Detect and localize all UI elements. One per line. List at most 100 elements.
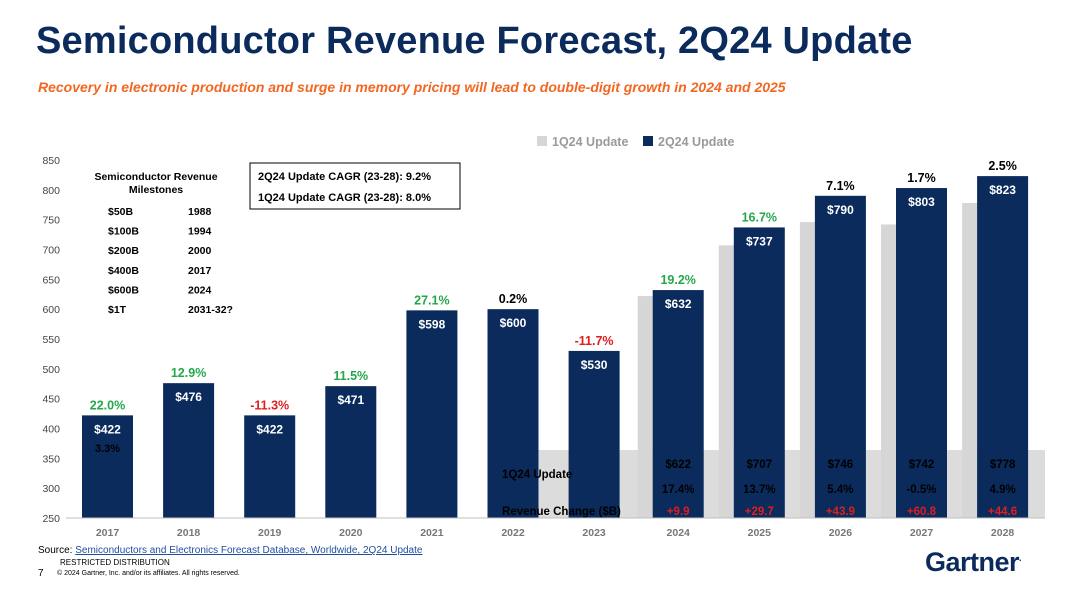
milestones-title: Semiconductor Revenue <box>94 171 217 183</box>
milestone-year: 2000 <box>188 245 212 257</box>
bar-value-label: $790 <box>827 203 854 217</box>
growth-label: 12.9% <box>171 366 206 380</box>
y-tick-label: 300 <box>42 483 60 495</box>
milestone-amount: $100B <box>108 226 139 238</box>
growth-label: 2.5% <box>988 159 1017 173</box>
table-change: +9.9 <box>667 506 690 518</box>
bar-2q24-2019 <box>244 415 296 518</box>
bar-value-label: $823 <box>989 183 1016 197</box>
growth-label: 0.2% <box>499 292 528 306</box>
table-change: +60.8 <box>907 506 937 518</box>
bar-value-label: $471 <box>337 393 364 407</box>
legend-swatch-2q24 <box>643 136 653 146</box>
y-tick-label: 400 <box>42 424 60 436</box>
logo-text: Gartner <box>925 547 1020 577</box>
y-tick-label: 850 <box>42 155 60 167</box>
bar-value-label: $632 <box>665 297 692 311</box>
extra-growth-label: 3.3% <box>95 443 120 455</box>
bar-value-label: $476 <box>175 390 202 404</box>
legend-label-2q24: 2Q24 Update <box>658 135 734 149</box>
bar-2q24-2018 <box>163 383 215 518</box>
table-growth: 5.4% <box>827 484 853 496</box>
bar-2q24-2017 <box>82 415 133 518</box>
bar-value-label: $803 <box>908 195 935 209</box>
milestones-title: Milestones <box>129 184 183 196</box>
x-tick-label: 2020 <box>339 527 363 539</box>
table-growth: 4.9% <box>989 484 1015 496</box>
bar-2q24-2024 <box>652 290 704 518</box>
y-tick-label: 250 <box>42 513 60 525</box>
cagr-box <box>249 162 461 210</box>
growth-label: 11.5% <box>333 369 368 383</box>
bar-value-label: $422 <box>94 422 121 436</box>
bar-value-label: $598 <box>419 317 446 331</box>
bar-value-label: $530 <box>581 358 608 372</box>
x-tick-label: 2017 <box>96 527 120 539</box>
logo-dot: . <box>1019 553 1022 563</box>
copyright-note: © 2024 Gartner, Inc. and/or its affiliat… <box>57 570 240 577</box>
table-value: $707 <box>747 459 773 471</box>
source-note: Source: Semiconductors and Electronics F… <box>38 545 422 556</box>
milestone-year: 1994 <box>188 226 212 238</box>
milestone-amount: $200B <box>108 245 139 257</box>
x-tick-label: 2022 <box>501 527 525 539</box>
page-title: Semiconductor Revenue Forecast, 2Q24 Upd… <box>36 20 913 62</box>
growth-label: -11.7% <box>575 334 614 348</box>
milestone-amount: $400B <box>108 265 139 277</box>
bar-value-label: $422 <box>256 422 283 436</box>
legend-label-1q24: 1Q24 Update <box>552 135 628 149</box>
source-link[interactable]: Semiconductors and Electronics Forecast … <box>75 545 423 556</box>
table-change: +44.6 <box>988 506 1017 518</box>
y-tick-label: 750 <box>42 215 60 227</box>
milestone-year: 2024 <box>188 284 212 296</box>
bar-1q24-2026 <box>799 222 815 518</box>
cagr-1q24-text: 1Q24 Update CAGR (23-28): 8.0% <box>258 192 431 204</box>
growth-label: 27.1% <box>414 293 449 307</box>
growth-label: 1.7% <box>907 171 936 185</box>
bar-value-label: $600 <box>500 316 527 330</box>
table-growth: 17.4% <box>662 484 695 496</box>
milestone-year: 2031-32? <box>188 304 233 316</box>
growth-label: 7.1% <box>826 179 855 193</box>
milestone-year: 2017 <box>188 265 212 277</box>
growth-label: 16.7% <box>742 210 777 224</box>
x-tick-label: 2024 <box>667 527 691 539</box>
milestone-amount: $600B <box>108 284 139 296</box>
distribution-note: RESTRICTED DISTRIBUTION <box>60 558 170 567</box>
gartner-logo: Gartner. <box>925 547 1022 578</box>
table-value: $622 <box>665 459 691 471</box>
table-growth: -0.5% <box>906 484 936 496</box>
milestone-amount: $50B <box>108 206 134 218</box>
growth-label: 22.0% <box>90 398 125 412</box>
table-change: +43.9 <box>826 506 855 518</box>
growth-label: 19.2% <box>660 273 695 287</box>
y-tick-label: 350 <box>42 453 60 465</box>
x-tick-label: 2018 <box>177 527 201 539</box>
page-number: 7 <box>38 568 44 579</box>
revenue-bar-chart: 250 300 350 400 450 500 550 600 650 700 750 800 850 $… <box>42 135 1045 539</box>
source-prefix: Source: <box>38 545 76 556</box>
bar-2q24-2023 <box>568 350 620 518</box>
bar-2q24-2028 <box>977 176 1029 519</box>
cagr-2q24-text: 2Q24 Update CAGR (23-28): 9.2% <box>258 171 431 183</box>
bar-value-label: $737 <box>746 234 773 248</box>
x-tick-label: 2025 <box>748 527 772 539</box>
bar-1q24-2027 <box>881 224 896 518</box>
y-tick-label: 650 <box>42 274 60 286</box>
table-label-1q24: 1Q24 Update <box>502 469 572 481</box>
table-label-revenue-change: Revenue Change ($B) <box>502 506 621 518</box>
bar-2q24-2026 <box>814 195 866 519</box>
table-growth: 13.7% <box>743 484 776 496</box>
table-value: $746 <box>828 459 854 471</box>
bar-1q24-2028 <box>962 202 978 518</box>
x-tick-label: 2027 <box>910 527 934 539</box>
x-tick-label: 2023 <box>582 527 606 539</box>
bar-2q24-2025 <box>733 227 785 518</box>
x-tick-label: 2021 <box>420 527 444 539</box>
milestone-amount: $1T <box>108 304 127 316</box>
x-tick-label: 2019 <box>258 527 282 539</box>
table-value: $778 <box>990 459 1016 471</box>
bar-1q24-2025 <box>718 245 734 518</box>
y-tick-label: 450 <box>42 394 60 406</box>
y-tick-label: 700 <box>42 245 60 257</box>
